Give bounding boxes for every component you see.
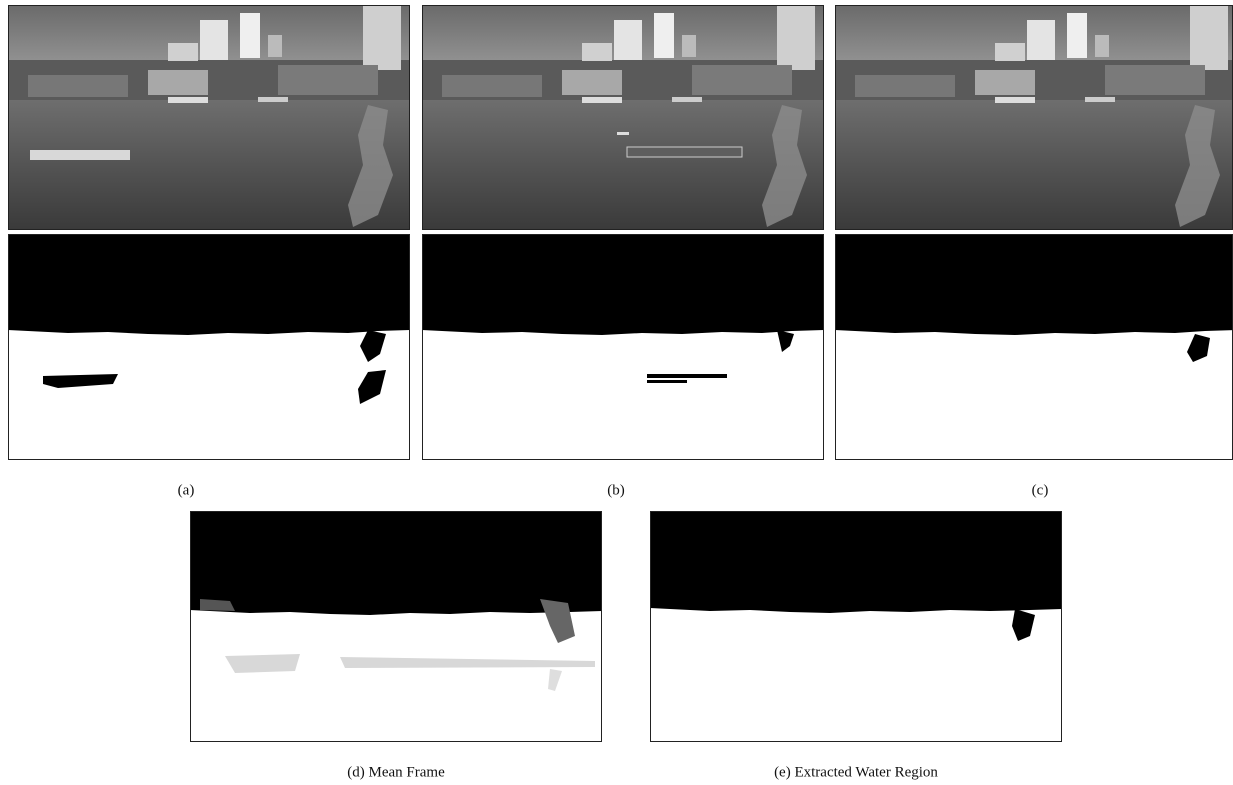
caption: (b) bbox=[607, 482, 625, 498]
mask-c bbox=[835, 234, 1233, 460]
figure: (a) (b) (c) (d) Mean Frame (e) Extracted… bbox=[0, 0, 1233, 785]
page: (a) (b) (c) (d) Mean Frame (e) Extracted… bbox=[0, 0, 1233, 785]
caption: (a) bbox=[178, 482, 195, 498]
caption: (c) bbox=[1032, 482, 1049, 498]
frame-b bbox=[422, 5, 824, 230]
caption: (d) Mean Frame bbox=[347, 764, 445, 780]
mean-frame bbox=[190, 511, 602, 742]
mask-a bbox=[8, 234, 410, 460]
caption: (e) Extracted Water Region bbox=[774, 764, 938, 780]
mask-b bbox=[422, 234, 824, 460]
water-region bbox=[650, 511, 1062, 742]
frame-c bbox=[835, 5, 1233, 230]
frame-a bbox=[8, 5, 410, 230]
